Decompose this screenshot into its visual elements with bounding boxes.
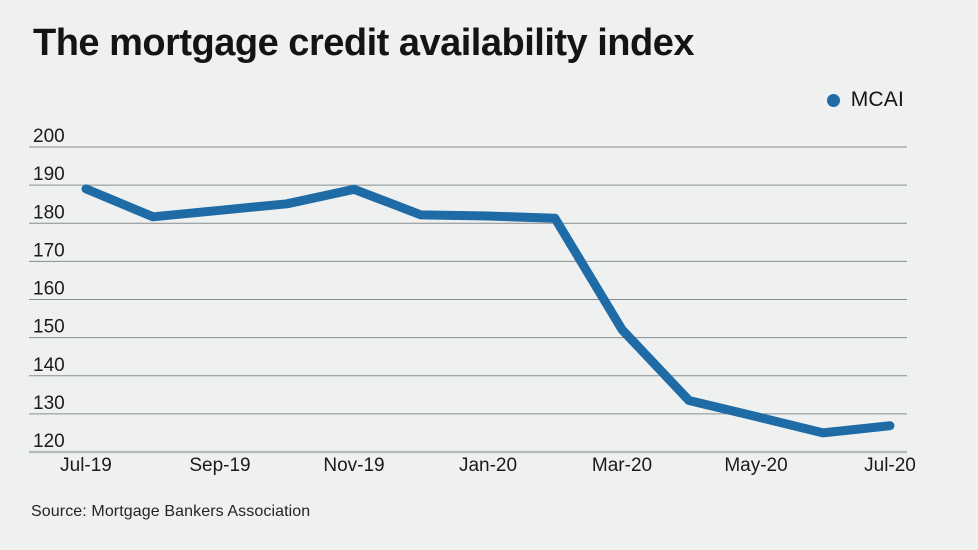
source-note: Source: Mortgage Bankers Association [31, 503, 311, 520]
legend: MCAI [826, 88, 904, 112]
y-tick-label: 140 [33, 355, 65, 376]
y-tick-label: 180 [33, 202, 65, 223]
x-tick-label: Mar-20 [592, 455, 652, 476]
y-tick-label: 200 [33, 126, 65, 147]
y-tick-label: 120 [33, 431, 65, 452]
y-tick-label: 170 [33, 240, 65, 261]
x-tick-label: Jan-20 [459, 455, 517, 476]
mcai-legend-marker-icon [826, 93, 840, 107]
x-tick-label: Jul-19 [60, 455, 112, 476]
x-tick-label: Jul-20 [864, 455, 916, 476]
x-tick-label: Nov-19 [323, 455, 384, 476]
y-tick-label: 130 [33, 393, 65, 414]
y-tick-label: 190 [33, 164, 65, 185]
mcai-data-line [81, 184, 895, 438]
y-tick-label: 160 [33, 279, 65, 300]
x-tick-label: May-20 [724, 455, 787, 476]
y-tick-label: 150 [33, 317, 65, 338]
page-title: The mortgage credit availability index [33, 22, 694, 64]
x-tick-label: Sep-19 [189, 455, 250, 476]
legend-label: MCAI [850, 88, 904, 111]
